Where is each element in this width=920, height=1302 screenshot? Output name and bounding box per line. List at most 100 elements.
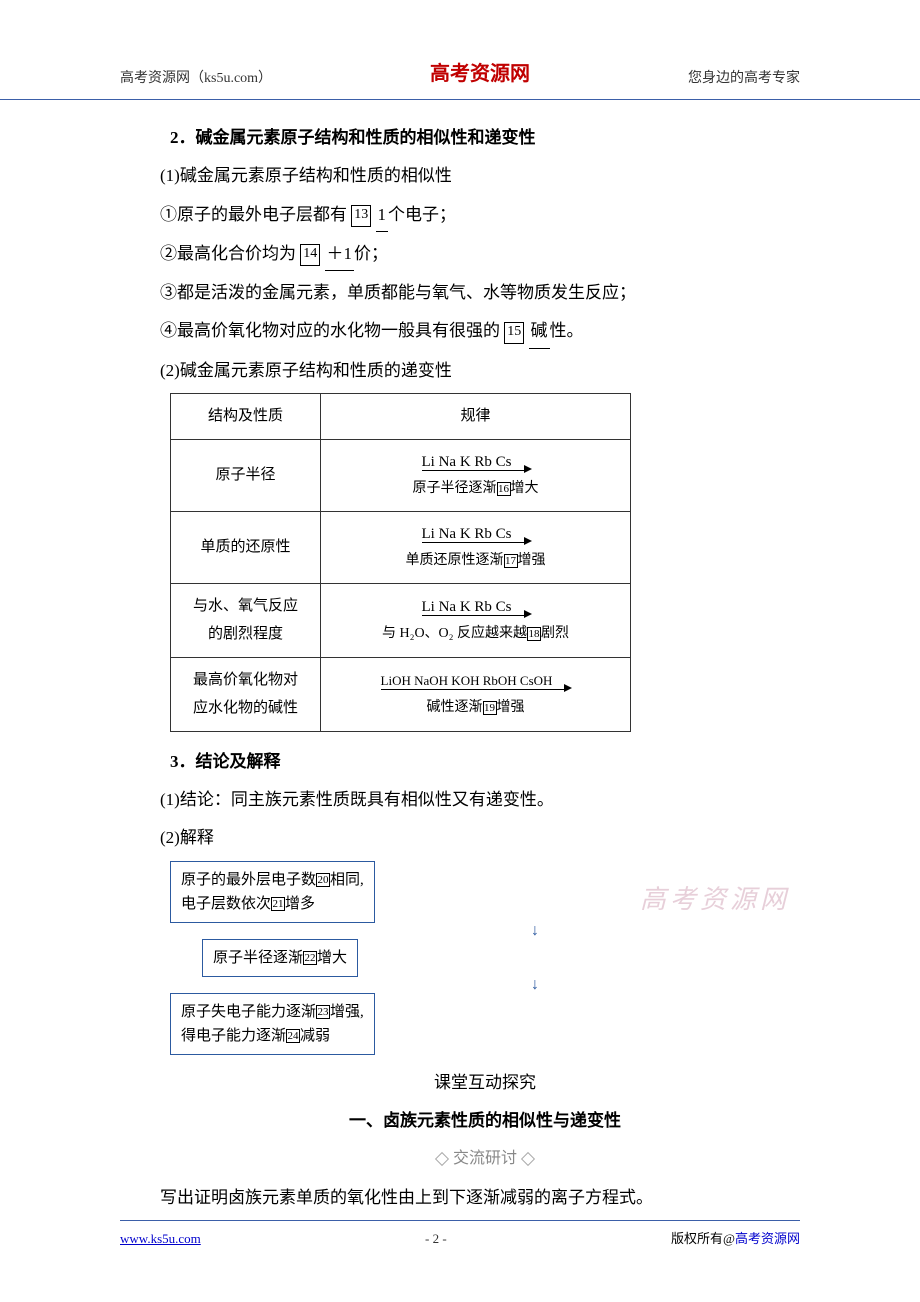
flow-box-1: 原子的最外层电子数20相同, 电子层数依次21增多: [170, 861, 375, 923]
section3-p2: (2)解释: [160, 822, 800, 854]
elements: Li Na K Rb Cs: [422, 526, 512, 542]
deco-label: 交流研讨: [437, 1144, 533, 1174]
section2-p2: ②最高化合价均为 14 ＋1价；: [160, 238, 800, 271]
rule-text: 碱性逐渐19增强: [335, 695, 616, 722]
text: 的剧烈程度: [185, 620, 306, 649]
text: 原子的最外层电子数: [181, 872, 316, 888]
text: 个电子；: [388, 205, 456, 224]
footer-right: 版权所有@高考资源网: [671, 1227, 800, 1252]
deco-text: 交流研讨: [453, 1144, 517, 1174]
row3-rule: Li Na K Rb Cs 与 H₂O、O₂ 反应越来越18剧烈: [321, 583, 631, 657]
text: 剧烈: [541, 626, 569, 641]
section3-title: 3．结论及解释: [170, 746, 800, 778]
down-arrow-icon: ↓: [270, 923, 800, 939]
section2-p4: ④最高价氧化物对应的水化物一般具有很强的 15 碱性。: [160, 315, 800, 348]
text: 单质还原性逐渐: [406, 553, 504, 568]
row1-rule: Li Na K Rb Cs 原子半径逐渐16增大: [321, 439, 631, 511]
table-row: 结构及性质 规律: [171, 394, 631, 440]
text: 原子半径逐渐: [413, 481, 497, 496]
blank-19: 19: [483, 701, 497, 715]
answer-15: 碱: [529, 315, 550, 348]
blank-18: 18: [527, 627, 541, 641]
down-arrow-icon: ↓: [270, 977, 800, 993]
row4-label: 最高价氧化物对 应水化物的碱性: [171, 657, 321, 731]
flow-line: 电子层数依次21增多: [181, 892, 364, 916]
text: 相同,: [330, 872, 364, 888]
page-footer: www.ks5u.com - 2 - 版权所有@高考资源网: [120, 1220, 800, 1252]
table-row: 单质的还原性 Li Na K Rb Cs 单质还原性逐渐17增强: [171, 511, 631, 583]
text: 电子层数依次: [181, 896, 271, 912]
arrow-row: Li Na K Rb Cs: [422, 448, 530, 477]
row2-label: 单质的还原性: [171, 511, 321, 583]
page-number: - 2 -: [425, 1227, 447, 1252]
table-row: 与水、氧气反应 的剧烈程度 Li Na K Rb Cs 与 H₂O、O₂ 反应越…: [171, 583, 631, 657]
blank-16: 16: [497, 482, 511, 496]
diamond-icon: [521, 1152, 535, 1166]
text: 增强: [497, 700, 525, 715]
text: ①原子的最外电子层都有: [160, 205, 347, 224]
table-row: 最高价氧化物对 应水化物的碱性 LiOH NaOH KOH RbOH CsOH …: [171, 657, 631, 731]
flow-box-3: 原子失电子能力逐渐23增强, 得电子能力逐渐24减弱: [170, 993, 375, 1055]
section3-p1: (1)结论：同主族元素性质既具有相似性又有递变性。: [160, 784, 800, 816]
row2-rule: Li Na K Rb Cs 单质还原性逐渐17增强: [321, 511, 631, 583]
text: 高考资源网: [735, 1231, 800, 1246]
blank-22: 22: [303, 951, 317, 965]
row1-label: 原子半径: [171, 439, 321, 511]
flow-line: 原子的最外层电子数20相同,: [181, 868, 364, 892]
watermark: 高考资源网: [640, 875, 790, 924]
blank-24: 24: [286, 1029, 300, 1043]
arrow-tip-icon: [564, 684, 572, 692]
text: 与 H₂O、O₂ 反应越来越: [382, 626, 527, 641]
text: 版权所有@: [671, 1231, 735, 1246]
row3-label: 与水、氧气反应 的剧烈程度: [171, 583, 321, 657]
bottom-prompt: 写出证明卤族元素单质的氧化性由上到下逐渐减弱的离子方程式。: [160, 1182, 800, 1214]
row4-rule: LiOH NaOH KOH RbOH CsOH 碱性逐渐19增强: [321, 657, 631, 731]
footer-link[interactable]: www.ks5u.com: [120, 1227, 201, 1252]
arrow-row: Li Na K Rb Cs: [422, 520, 530, 549]
text: 价；: [354, 244, 388, 263]
text: 原子半径逐渐: [213, 950, 303, 966]
properties-table: 结构及性质 规律 原子半径 Li Na K Rb Cs 原子半径逐渐16增大 单…: [170, 393, 631, 732]
text: 增强: [518, 553, 546, 568]
section2-sub2: (2)碱金属元素原子结构和性质的递变性: [160, 355, 800, 387]
text: 得电子能力逐渐: [181, 1028, 286, 1044]
answer-14: ＋1: [325, 238, 355, 271]
text: 性。: [550, 321, 584, 340]
arrow-row: LiOH NaOH KOH RbOH CsOH: [381, 667, 571, 696]
text: 增大: [511, 481, 539, 496]
text: 增大: [317, 950, 347, 966]
text: 碱性逐渐: [427, 700, 483, 715]
text: 最高价氧化物对: [185, 666, 306, 695]
rule-text: 与 H₂O、O₂ 反应越来越18剧烈: [335, 621, 616, 648]
elements: LiOH NaOH KOH RbOH CsOH: [381, 673, 553, 688]
section2-sub1: (1)碱金属元素原子结构和性质的相似性: [160, 160, 800, 192]
text: 减弱: [300, 1028, 330, 1044]
flow-line: 得电子能力逐渐24减弱: [181, 1024, 364, 1048]
elements: Li Na K Rb Cs: [422, 599, 512, 615]
rule-text: 原子半径逐渐16增大: [335, 476, 616, 503]
diamond-icon: [435, 1152, 449, 1166]
table-head-1: 结构及性质: [171, 394, 321, 440]
elements: Li Na K Rb Cs: [422, 454, 512, 470]
rule-text: 单质还原性逐渐17增强: [335, 548, 616, 575]
answer-13: 1: [376, 199, 389, 232]
text: ④最高价氧化物对应的水化物一般具有很强的: [160, 321, 500, 340]
blank-14: 14: [300, 244, 320, 266]
blank-23: 23: [316, 1005, 330, 1019]
table-head-2: 规律: [321, 394, 631, 440]
text: 原子失电子能力逐渐: [181, 1004, 316, 1020]
flow-line: 原子失电子能力逐渐23增强,: [181, 1000, 364, 1024]
arrow-row: Li Na K Rb Cs: [422, 593, 530, 622]
blank-17: 17: [504, 554, 518, 568]
bottom-topic: 一、卤族元素性质的相似性与递变性: [170, 1105, 800, 1137]
text: 增强,: [330, 1004, 364, 1020]
blank-21: 21: [271, 897, 285, 911]
blank-15: 15: [504, 322, 524, 344]
header-center-title: 高考资源网: [430, 55, 530, 93]
arrow-tip-icon: [524, 465, 532, 473]
bottom-subtitle: 课堂互动探究: [170, 1067, 800, 1099]
blank-13: 13: [351, 205, 371, 227]
page-header: 高考资源网（ks5u.com） 高考资源网 您身边的高考专家: [0, 0, 920, 100]
page-content: 2．碱金属元素原子结构和性质的相似性和递变性 (1)碱金属元素原子结构和性质的相…: [0, 100, 920, 1214]
bottom-deco-row: 交流研讨: [170, 1143, 800, 1175]
